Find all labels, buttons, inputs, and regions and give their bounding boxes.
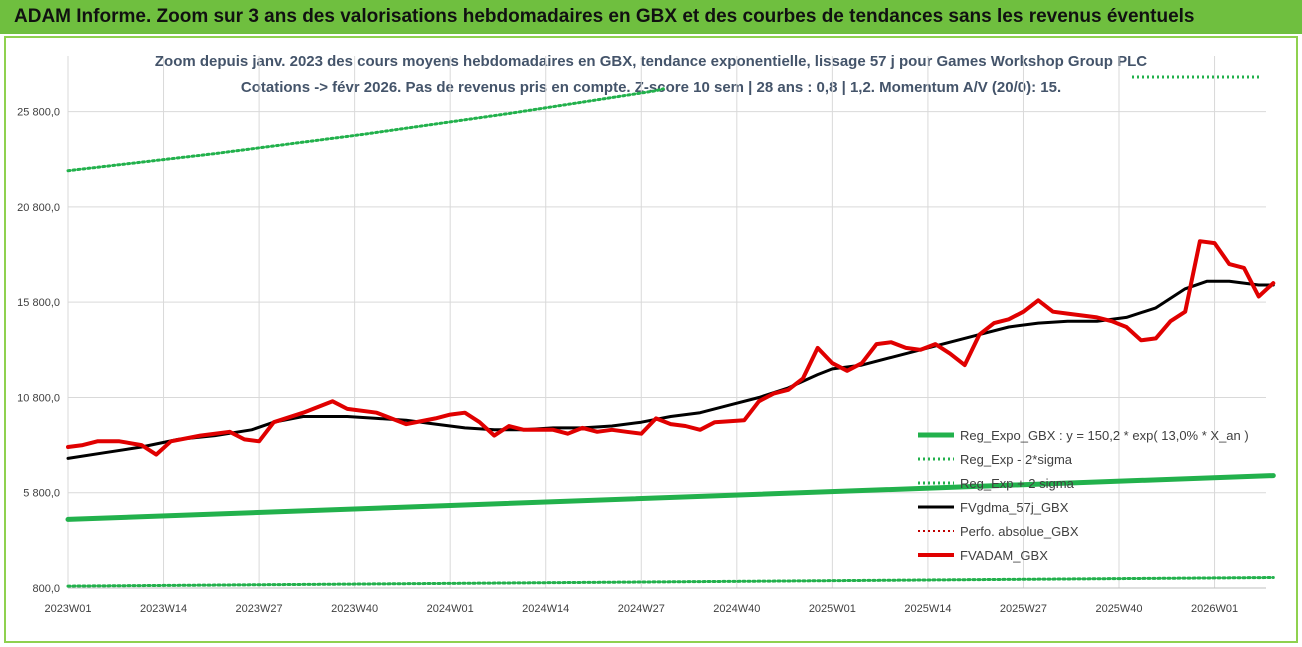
y-tick-label: 5 800,0 [23, 488, 60, 500]
y-tick-label: 800,0 [32, 583, 60, 595]
legend-label: FVADAM_GBX [960, 548, 1048, 563]
series-line-reg-expo-gbx [65, 473, 1276, 522]
chart-frame [4, 36, 1298, 643]
legend-label: Perfo. absolue_GBX [960, 524, 1079, 539]
legend-label: FVgdma_57j_GBX [960, 500, 1069, 515]
legend-label: Reg_Expo_GBX : y = 150,2 * exp( 13,0% * … [960, 428, 1249, 443]
chart-title-line1: Zoom depuis janv. 2023 des cours moyens … [154, 53, 1148, 70]
x-tick-label: 2025W01 [809, 603, 856, 615]
x-tick-label: 2024W14 [522, 603, 569, 615]
x-tick-label: 2024W40 [713, 603, 760, 615]
series-line-reg-exp [66, 576, 1275, 588]
y-tick-label: 20 800,0 [17, 202, 60, 214]
x-tick-label: 2024W27 [618, 603, 665, 615]
y-tick-label: 25 800,0 [17, 107, 60, 119]
x-tick-label: 2025W14 [904, 603, 951, 615]
x-tick-label: 2026W01 [1191, 603, 1238, 615]
x-tick-label: 2025W27 [1000, 603, 1047, 615]
y-tick-label: 15 800,0 [17, 297, 60, 309]
x-tick-label: 2024W01 [427, 603, 474, 615]
series-line-fvadam-gbx [66, 239, 1276, 457]
x-tick-label: 2025W40 [1095, 603, 1142, 615]
x-tick-label: 2023W01 [44, 603, 91, 615]
x-tick-label: 2023W14 [140, 603, 187, 615]
x-tick-label: 2023W40 [331, 603, 378, 615]
series-line-reg-exp [66, 87, 665, 173]
legend-label: Reg_Exp + 2 sigma [960, 476, 1075, 491]
y-tick-label: 10 800,0 [17, 392, 60, 404]
x-tick-label: 2023W27 [236, 603, 283, 615]
report-banner-title: ADAM Informe. Zoom sur 3 ans des valoris… [0, 0, 1302, 34]
chart-title-line2: Cotations -> févr 2026. Pas de revenus p… [240, 79, 1062, 96]
legend-label: Reg_Exp - 2*sigma [960, 452, 1073, 467]
